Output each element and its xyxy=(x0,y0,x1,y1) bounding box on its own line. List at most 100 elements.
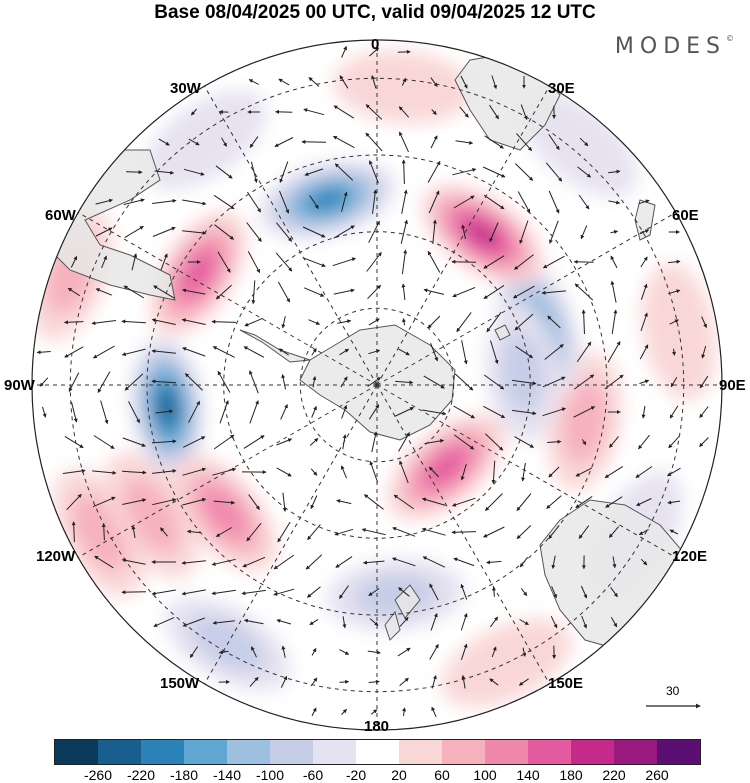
wind-vector-107 xyxy=(249,370,259,394)
reference-vector-label: 30 xyxy=(666,684,680,698)
wind-vector-346 xyxy=(575,495,593,509)
anomaly-contour-8-2 xyxy=(201,488,247,539)
wind-vector-9 xyxy=(64,435,84,449)
wind-vector-44 xyxy=(152,226,176,237)
wind-vector-196 xyxy=(368,404,380,420)
wind-vector-177 xyxy=(334,528,354,536)
wind-vector-343 xyxy=(573,406,596,418)
wind-vector-48 xyxy=(151,349,176,354)
wind-vector-279 xyxy=(483,255,505,269)
wind-vector-12 xyxy=(71,521,76,543)
wind-vector-116 xyxy=(251,646,257,658)
wind-vector-153 xyxy=(310,495,318,510)
wind-vector-190 xyxy=(368,220,380,243)
anomaly-contour-2-1 xyxy=(562,380,608,464)
wind-vector-18 xyxy=(92,345,115,359)
wind-vector-54 xyxy=(160,527,168,537)
meridian-150 xyxy=(376,85,550,386)
wind-vector-87 xyxy=(219,400,229,424)
wind-vector-178 xyxy=(335,556,353,568)
wind-vector-163 xyxy=(333,105,355,119)
anomaly-contour-12-0 xyxy=(520,91,638,197)
wind-vector-127 xyxy=(278,348,289,356)
lon-label-150w: 150W xyxy=(160,675,200,692)
wind-vector-260 xyxy=(456,312,472,333)
wind-vector-281 xyxy=(486,312,502,333)
colorbar-box-2 xyxy=(141,740,184,764)
wind-vector-179 xyxy=(339,585,349,599)
kerguelen-island xyxy=(494,324,511,341)
wind-vector-146 xyxy=(304,287,325,297)
wind-vector-132 xyxy=(282,492,287,512)
wind-vector-241 xyxy=(422,409,447,416)
wind-vector-288 xyxy=(483,526,505,538)
wind-vector-246 xyxy=(422,556,446,568)
wind-vector-280 xyxy=(483,284,505,300)
anomaly-contour-0-1 xyxy=(353,573,438,617)
wind-vector-313 xyxy=(522,647,527,657)
wind-vector-230 xyxy=(430,77,438,87)
wind-vector-139 xyxy=(308,77,320,87)
wind-vector-22 xyxy=(92,470,117,475)
wind-vector-71 xyxy=(182,497,207,506)
wind-vector-56 xyxy=(151,589,176,596)
colorbar-box-5 xyxy=(270,740,313,764)
wind-vector-79 xyxy=(215,165,233,179)
wind-vector-91 xyxy=(215,527,232,537)
wind-vector-117 xyxy=(249,676,259,687)
wind-vector-99 xyxy=(249,136,259,148)
wind-vector-269 xyxy=(460,583,468,600)
wind-vector-3 xyxy=(70,255,78,268)
wind-vector-203 xyxy=(369,618,379,626)
wind-vector-394 xyxy=(699,406,709,419)
anomaly-contour-14-0 xyxy=(144,90,267,190)
wind-vector-4 xyxy=(67,287,80,297)
wind-vector-224 xyxy=(391,557,416,567)
wind-vector-78 xyxy=(221,137,227,147)
wind-vector-175 xyxy=(340,465,347,479)
wind-vector-390 xyxy=(669,529,679,535)
wind-vector-285 xyxy=(484,433,504,451)
wind-vector-6 xyxy=(64,346,84,358)
wind-vector-238 xyxy=(427,315,441,329)
wind-vector-11 xyxy=(66,493,82,511)
colorbar-tick-7: 20 xyxy=(391,767,407,783)
wind-vector-289 xyxy=(486,560,502,565)
wind-vector-353 xyxy=(610,229,619,234)
wind-vector-106 xyxy=(243,346,265,358)
wind-vector-155 xyxy=(305,554,323,570)
wind-vector-332 xyxy=(550,615,558,629)
wind-vector-237 xyxy=(423,288,445,295)
colorbar-tick-9: 100 xyxy=(473,767,497,783)
wind-vector-214 xyxy=(401,249,408,274)
wind-vector-337 xyxy=(580,225,588,240)
wind-vector-354 xyxy=(610,255,618,269)
meridian-240 xyxy=(77,212,378,386)
wind-vector-1 xyxy=(39,377,49,387)
wind-vector-69 xyxy=(182,436,206,448)
colorbar-box-1 xyxy=(98,740,141,764)
wind-vector-369 xyxy=(640,256,648,268)
wind-vector-157 xyxy=(309,618,319,626)
wind-vector-109 xyxy=(243,435,265,449)
wind-vector-49 xyxy=(151,379,177,384)
wind-vector-64 xyxy=(181,288,206,295)
wind-vector-33 xyxy=(124,373,144,391)
wind-vector-316 xyxy=(548,134,560,151)
wind-vector-121 xyxy=(279,161,289,184)
wind-vector-222 xyxy=(393,494,415,510)
anomaly-contour-6-3 xyxy=(182,252,215,295)
wind-vector-395 xyxy=(699,437,709,447)
wind-vector-166 xyxy=(341,191,348,212)
wind-vector-216 xyxy=(402,318,406,326)
wind-vector-184 xyxy=(369,47,380,57)
colorbar-tick-8: 60 xyxy=(434,767,450,783)
wind-vector-101 xyxy=(246,191,262,213)
wind-vector-201 xyxy=(362,560,385,565)
wind-vector-234 xyxy=(428,190,440,214)
wind-vector-377 xyxy=(635,498,652,506)
wind-vector-198 xyxy=(369,460,379,483)
wind-vector-168 xyxy=(332,257,357,267)
wind-vector-74 xyxy=(181,589,206,596)
wind-vector-361 xyxy=(604,465,624,479)
